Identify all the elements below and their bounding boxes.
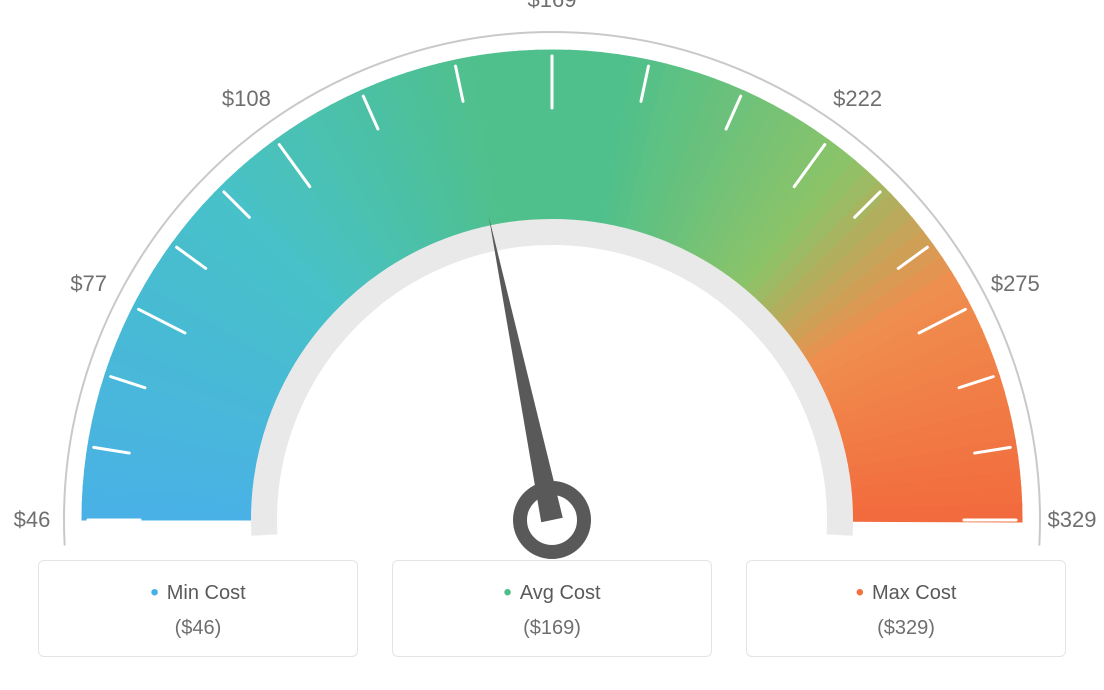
gauge-area: $46 $77 $108 $169 $222 $275 $329 — [0, 0, 1104, 560]
legend-min-value: ($46) — [49, 617, 347, 640]
legend-max-label: Max Cost — [757, 579, 1055, 607]
legend-avg-value: ($169) — [403, 617, 701, 640]
gauge-tick-label: $329 — [1048, 507, 1097, 533]
gauge-tick-label: $77 — [70, 271, 107, 297]
legend-card-max: Max Cost ($329) — [746, 560, 1066, 657]
legend-avg-label: Avg Cost — [403, 579, 701, 607]
gauge-tick-label: $169 — [528, 0, 577, 13]
legend-card-avg: Avg Cost ($169) — [392, 560, 712, 657]
gauge-tick-label: $222 — [833, 86, 882, 112]
legend-max-value: ($329) — [757, 617, 1055, 640]
gauge-svg — [0, 0, 1104, 560]
gauge-tick-label: $46 — [14, 507, 51, 533]
gauge-tick-label: $108 — [222, 86, 271, 112]
chart-container: $46 $77 $108 $169 $222 $275 $329 Min Cost ($46… — [0, 0, 1104, 690]
legend-row: Min Cost ($46) Avg Cost ($169) Max Cost … — [0, 560, 1104, 679]
legend-card-min: Min Cost ($46) — [38, 560, 358, 657]
gauge-tick-label: $275 — [991, 271, 1040, 297]
legend-min-label: Min Cost — [49, 579, 347, 607]
